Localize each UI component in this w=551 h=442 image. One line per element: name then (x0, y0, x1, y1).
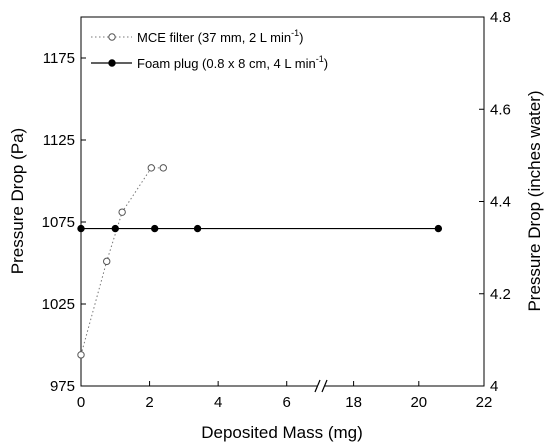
y2-axis-title: Pressure Drop (inches water) (525, 90, 544, 311)
axis-break-slash (314, 379, 321, 393)
data-point (111, 224, 119, 233)
x-tick-label: 2 (145, 394, 153, 411)
plot-frame (80, 16, 485, 387)
legend-marker (108, 33, 116, 41)
legend-marker (108, 59, 116, 67)
series-line (80, 167, 164, 355)
data-point (77, 351, 85, 359)
y2-tick-label: 4.4 (490, 194, 511, 211)
data-point (77, 224, 85, 233)
data-point (193, 224, 202, 233)
data-point (103, 257, 111, 266)
x-axis-ticks: 0 2 4 6 18 20 22 (77, 381, 493, 411)
x-tick-label: 4 (214, 394, 222, 411)
x-axis-title: Deposited Mass (mg) (201, 423, 363, 442)
data-point (151, 224, 159, 233)
x-tick-label: 18 (345, 394, 362, 411)
x-tick-label: 22 (476, 394, 493, 411)
legend: MCE filter (37 mm, 2 L min-1) Foam plug (… (91, 28, 328, 71)
y2-tick-label: 4.6 (490, 101, 511, 118)
x-tick-label: 0 (77, 394, 85, 411)
y-tick-label: 1075 (42, 214, 75, 231)
data-point (147, 164, 155, 172)
x-axis-break (314, 378, 328, 394)
y-tick-label: 1125 (43, 132, 75, 149)
y2-axis-ticks: 4 4.2 4.4 4.6 4.8 (479, 9, 511, 395)
axis-break-slash (321, 379, 328, 393)
data-point (434, 224, 443, 233)
legend-label: MCE filter (37 mm, 2 L min-1) (137, 28, 303, 45)
y-tick-label: 1175 (43, 50, 75, 67)
y2-tick-label: 4 (490, 378, 498, 395)
legend-label: Foam plug (0.8 x 8 cm, 4 L min-1) (137, 54, 328, 71)
data-point (118, 208, 126, 216)
y-axis-ticks: 975 1025 1075 1125 1175 (42, 50, 86, 395)
series-group (77, 164, 443, 359)
y-axis-title: Pressure Drop (Pa) (8, 128, 27, 274)
y2-tick-label: 4.8 (490, 9, 511, 26)
y-tick-label: 1025 (42, 296, 75, 313)
axis-break-gap (317, 378, 325, 394)
y-tick-label: 975 (50, 378, 75, 395)
x-tick-label: 20 (410, 394, 427, 411)
y2-tick-label: 4.2 (490, 286, 511, 303)
data-point (159, 164, 167, 172)
x-tick-label: 6 (283, 394, 291, 411)
